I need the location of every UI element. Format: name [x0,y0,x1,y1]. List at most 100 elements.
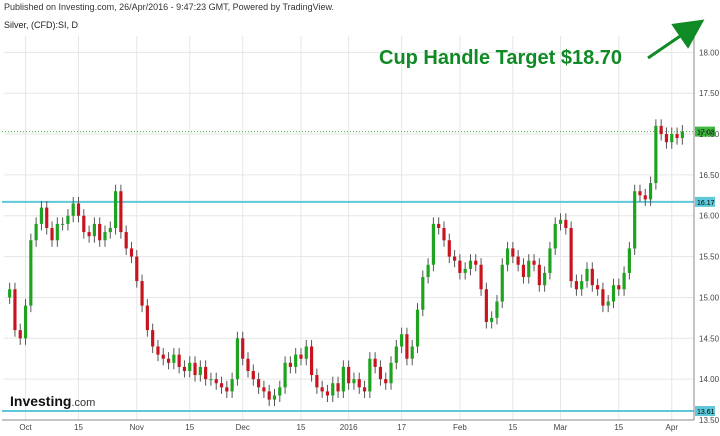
candle-up [415,309,420,347]
candle-up [113,191,118,228]
candle-down [325,391,330,396]
x-tick-label: 15 [74,423,83,432]
candle-up [495,301,499,318]
candle-down [182,366,187,371]
candle-down [219,383,224,388]
candle-up [209,379,213,381]
candle-down [225,387,229,392]
investing-logo: Investing.com [10,393,95,409]
y-tick-label: 17.00 [699,130,720,139]
candle-down [193,362,197,376]
candle-up [580,281,584,290]
candle-up [341,366,345,392]
candle-down [357,379,361,388]
candle-up [198,366,202,376]
candle-up [103,232,107,241]
candle-down [119,191,123,233]
candle-up [230,379,234,392]
y-tick-label: 16.50 [699,171,720,180]
current-price-tag [695,126,715,137]
y-tick-label: 16.00 [699,212,720,221]
candle-up [272,395,277,400]
candle-down [129,248,134,257]
candle-down [362,387,367,392]
candle-up [505,248,510,265]
axes [2,36,695,421]
candle-down [511,248,515,257]
candle-down [537,264,541,286]
candle-up [648,183,653,200]
candle-down [98,223,102,241]
published-header: Published on Investing.com, 26/Apr/2016 … [4,2,335,12]
candle-up [527,260,531,278]
candle-up [188,362,192,371]
x-tick-label: Dec [236,423,250,432]
candle-down [564,219,568,228]
candle-up [463,268,467,273]
candle-down [516,256,520,265]
candles [8,119,684,407]
x-tick-label: Nov [130,423,144,432]
candle-up [680,131,684,139]
candle-down [521,264,526,278]
level-price-label: 13.61 [697,409,715,416]
candle-up [172,354,176,363]
candle-down [601,289,605,306]
y-tick-label: 15.00 [699,293,720,302]
candle-down [532,260,536,265]
x-tick-label: Oct [19,423,32,432]
candle-down [447,240,451,257]
candle-up [410,346,414,359]
candle-down [145,305,149,331]
logo-brand: Investing [10,393,72,409]
candle-down [590,268,594,286]
candle-down [596,285,600,290]
candle-down [664,134,669,143]
candle-down [76,203,81,216]
candle-down [140,281,144,306]
candle-down [82,215,86,233]
candle-up [633,191,637,249]
candle-up [558,219,563,224]
candle-down [87,232,91,237]
candle-up [670,134,674,143]
y-tick-label: 14.50 [699,334,720,343]
candle-down [405,334,409,359]
candle-up [543,272,547,286]
y-tick-label: 17.50 [699,89,720,98]
candle-up [654,125,658,184]
candle-up [23,305,28,339]
candle-up [500,264,504,302]
candle-down [638,191,642,196]
candle-down [659,125,663,135]
candle-down [18,330,22,339]
grid-lines [4,36,694,421]
candle-up [389,362,393,384]
candle-up [331,383,335,396]
candle-up [431,223,435,265]
candle-down [309,346,314,376]
x-tick-label: Mar [554,423,568,432]
x-tick-label: 15 [297,423,306,432]
candle-down [246,358,250,371]
candle-up [468,260,473,269]
candle-up [108,228,112,233]
level-price-tag [695,196,715,207]
candle-down [574,281,579,290]
candle-up [71,203,75,216]
candle-up [55,223,59,241]
candle-down [336,383,340,392]
x-tick-labels: Oct15Nov15Dec15201617Feb15Mar15Apr15Ma [19,423,678,432]
candle-down [617,285,621,290]
y-tick-label: 18.00 [699,48,720,57]
y-tick-label: 13.50 [699,416,720,425]
candle-up [400,334,404,347]
candle-down [166,358,171,363]
candle-down [320,387,324,392]
candle-up [39,207,44,224]
candle-down [437,223,441,228]
logo-suffix: .com [71,397,96,409]
candle-down [45,207,49,228]
level-price-tag [695,406,715,417]
